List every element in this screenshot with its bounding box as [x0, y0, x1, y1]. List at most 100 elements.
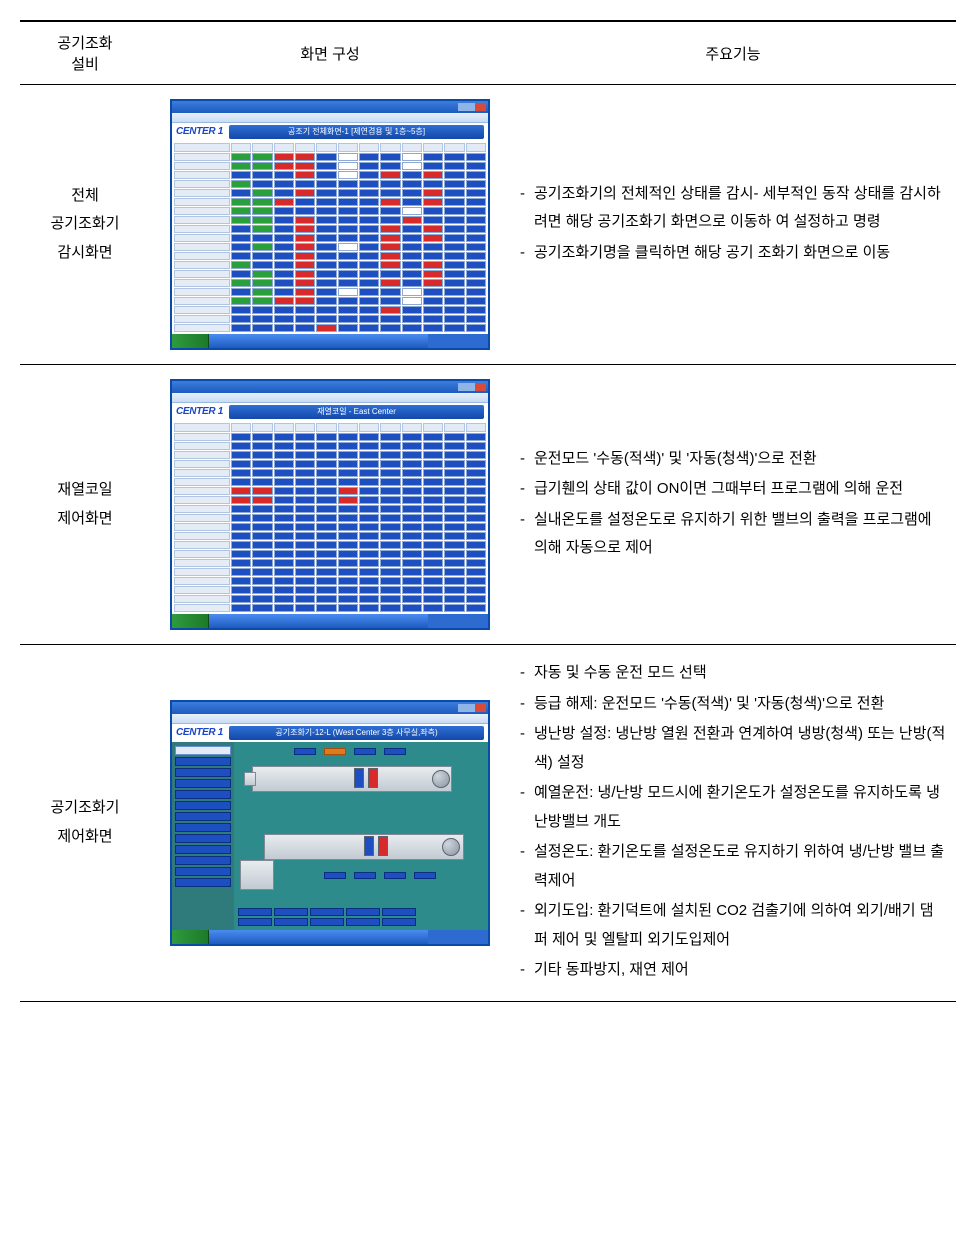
grid-cell [466, 324, 486, 332]
grid-cell [423, 514, 443, 522]
grid-cell [466, 550, 486, 558]
grid-cell [359, 207, 379, 215]
cooling-coil-icon [354, 768, 364, 788]
grid-cell [466, 595, 486, 603]
grid-cell [316, 270, 336, 278]
grid-cell [466, 469, 486, 477]
grid-cell [274, 324, 294, 332]
grid-cell [231, 505, 251, 513]
grid-cell [274, 171, 294, 179]
grid-cell [338, 243, 358, 251]
grid-cell [380, 162, 400, 170]
grid-cell [338, 153, 358, 161]
grid-cell [231, 252, 251, 260]
grid-cell [402, 324, 422, 332]
grid-cell [402, 288, 422, 296]
grid-cell [466, 216, 486, 224]
grid-cell [466, 153, 486, 161]
grid-cell [380, 198, 400, 206]
grid-cell [252, 487, 272, 495]
grid-cell [316, 559, 336, 567]
grid-cell [338, 270, 358, 278]
grid-cell [402, 216, 422, 224]
grid-cell [295, 153, 315, 161]
grid-cell [295, 451, 315, 459]
fan-icon [432, 770, 450, 788]
grid-cell [359, 180, 379, 188]
grid-cell [466, 234, 486, 242]
grid-cell [252, 315, 272, 323]
grid-cell [402, 234, 422, 242]
heating-coil-icon [378, 836, 388, 856]
grid-cell [338, 595, 358, 603]
grid-cell [316, 279, 336, 287]
page-title-banner: 공조기 전체화면-1 [제연겸용 및 1층~5층] [229, 125, 484, 139]
grid-cell [231, 541, 251, 549]
grid-cell [295, 442, 315, 450]
grid-cell [252, 324, 272, 332]
panel-button [175, 856, 231, 865]
grid-cell [231, 162, 251, 170]
grid-cell [274, 433, 294, 441]
grid-cell [295, 288, 315, 296]
panel-button [175, 790, 231, 799]
grid-cell [274, 234, 294, 242]
grid-cell [402, 261, 422, 269]
grid-cell [423, 225, 443, 233]
brand-logo: CENTER 1 [176, 127, 223, 137]
grid-cell [274, 523, 294, 531]
grid-cell [359, 541, 379, 549]
grid-cell [252, 433, 272, 441]
grid-cell [444, 288, 464, 296]
grid-cell [295, 568, 315, 576]
grid-cell [380, 496, 400, 504]
grid-cell [380, 433, 400, 441]
value-tag [414, 872, 436, 879]
grid-cell [295, 478, 315, 486]
grid-cell [295, 189, 315, 197]
grid-cell [402, 550, 422, 558]
grid-cell [231, 577, 251, 585]
grid-cell [380, 279, 400, 287]
grid-cell [423, 306, 443, 314]
grid-cell [252, 207, 272, 215]
grid-cell [338, 324, 358, 332]
grid-cell [359, 279, 379, 287]
grid-cell [295, 496, 315, 504]
features-cell: 자동 및 수동 운전 모드 선택등급 해제: 운전모드 '수동(적색)' 및 '… [510, 645, 956, 1002]
grid-cell [316, 207, 336, 215]
grid-cell [380, 514, 400, 522]
grid-cell [402, 568, 422, 576]
grid-cell [402, 315, 422, 323]
grid-cell [231, 595, 251, 603]
grid-cell [402, 478, 422, 486]
grid-cell [402, 162, 422, 170]
grid-cell [444, 442, 464, 450]
grid-cell [359, 514, 379, 522]
grid-cell [252, 270, 272, 278]
grid-cell [402, 604, 422, 612]
feature-item: 운전모드 '수동(적색)' 및 '자동(청색)'으로 전환 [520, 445, 946, 474]
brand-logo: CENTER 1 [176, 407, 223, 417]
grid-cell [316, 153, 336, 161]
grid-cell [444, 261, 464, 269]
grid-cell [295, 541, 315, 549]
grid-cell [380, 306, 400, 314]
damper-icon [244, 772, 256, 786]
grid-cell [444, 198, 464, 206]
fan-icon [442, 838, 460, 856]
grid-cell [444, 577, 464, 585]
table-row: 전체공기조화기감시화면CENTER 1공조기 전체화면-1 [제연겸용 및 1층… [20, 85, 956, 365]
grid-cell [252, 595, 272, 603]
grid-cell [359, 252, 379, 260]
grid-cell [359, 171, 379, 179]
grid-cell [316, 198, 336, 206]
grid-cell [274, 532, 294, 540]
grid-cell [380, 243, 400, 251]
grid-cell [466, 451, 486, 459]
grid-cell [231, 189, 251, 197]
ahu-duct-upper [252, 766, 452, 792]
grid-cell [252, 523, 272, 531]
grid-cell [444, 171, 464, 179]
row-label: 공기조화기제어화면 [20, 645, 150, 1002]
